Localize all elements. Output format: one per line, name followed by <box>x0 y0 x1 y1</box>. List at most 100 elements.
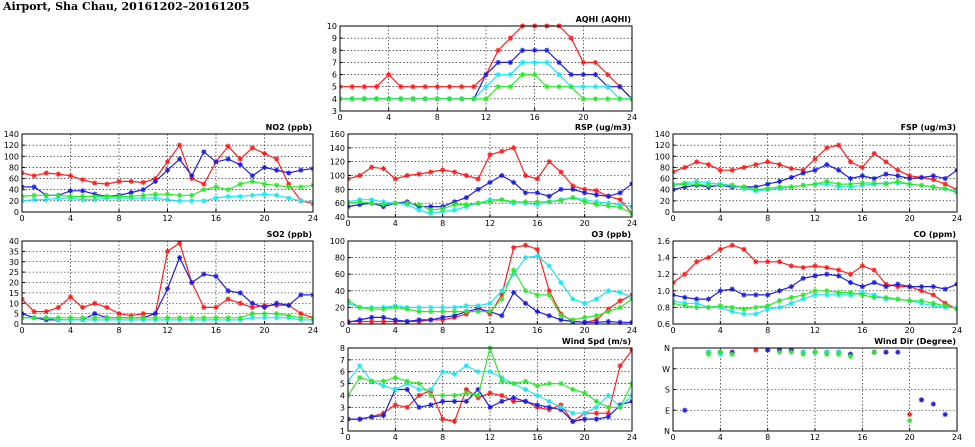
series-red-point <box>428 169 434 175</box>
series-green-point <box>682 181 688 187</box>
series-cyan-point <box>201 198 207 204</box>
series-green-point <box>380 306 387 312</box>
x-tick-label: 0 <box>19 214 24 223</box>
series-blue-point <box>605 318 611 325</box>
series-green-point <box>357 375 363 381</box>
series-cyan-point <box>380 383 387 389</box>
series-red-point <box>237 156 243 162</box>
series-cyan-point <box>582 410 588 416</box>
series-green-point <box>213 184 219 190</box>
series-green-point <box>546 380 552 387</box>
series-red-point <box>717 167 723 173</box>
series-green-point <box>392 304 398 310</box>
y-tick-label: 40 <box>335 213 345 222</box>
x-tick-label: 24 <box>627 433 637 442</box>
x-tick-label: 0 <box>337 113 342 122</box>
series-green-point <box>189 192 195 198</box>
series-red-point <box>694 259 700 265</box>
series-red-point <box>404 404 410 410</box>
series-blue-point <box>404 386 410 393</box>
series-red-point <box>80 177 86 183</box>
series-blue-point <box>918 284 925 290</box>
series-green-point <box>80 315 86 321</box>
series-red-point <box>67 294 74 300</box>
x-tick-label: 12 <box>810 214 820 223</box>
series-blue-point <box>544 47 550 53</box>
series-green-point <box>836 289 842 296</box>
series-cyan-point <box>451 371 458 377</box>
x-tick-label: 0 <box>670 326 675 335</box>
series-green-point <box>558 197 564 203</box>
plot-frame <box>21 133 314 213</box>
series-green-point <box>918 182 925 188</box>
series-green-point <box>534 383 540 389</box>
series-blue-point <box>605 193 611 199</box>
plot-area <box>22 240 313 323</box>
y-tick-label: 25 <box>9 268 19 277</box>
series-blue-point <box>475 186 481 192</box>
x-tick-label: 4 <box>68 214 73 223</box>
x-tick-label: 8 <box>116 214 121 223</box>
series-green-point <box>152 191 158 197</box>
series-blue-point <box>592 71 599 78</box>
series-green-point <box>605 96 611 102</box>
y-tick-label: 80 <box>660 163 670 172</box>
series-green-point <box>475 200 481 206</box>
series-green-point <box>558 313 564 319</box>
series-green-point <box>140 192 146 198</box>
series-red-point <box>487 390 493 396</box>
plot-area <box>340 23 632 102</box>
chart-title: NO2 (ppb) <box>266 123 312 132</box>
series-red-point <box>237 300 243 306</box>
series-blue-point <box>286 302 292 308</box>
series-green-point <box>380 378 387 384</box>
series-red-point <box>776 162 783 168</box>
x-tick-label: 20 <box>578 113 588 122</box>
series-green-point <box>80 193 86 199</box>
series-blue-point <box>629 181 632 187</box>
x-tick-label: 24 <box>952 326 962 335</box>
y-tick-label: 80 <box>335 254 345 263</box>
series-green-point <box>434 96 440 102</box>
series-green-point <box>463 308 469 315</box>
series-blue-point <box>859 173 865 179</box>
series-green-point <box>274 311 280 317</box>
plot-area <box>673 142 957 196</box>
series-blue-point <box>532 47 538 53</box>
series-blue-point <box>717 288 723 294</box>
series-green-point <box>428 207 434 213</box>
series-blue-point <box>177 255 183 261</box>
series-red-point <box>31 308 37 315</box>
series-green-point <box>580 96 586 102</box>
series-red-point <box>682 164 688 171</box>
plot-area <box>22 142 313 207</box>
series-red-point <box>741 164 747 171</box>
y-tick-label: 60 <box>9 175 19 184</box>
series-blue-point <box>883 284 889 290</box>
series-red-point <box>673 279 676 286</box>
series-red-point <box>398 84 404 90</box>
y-tick-label: 1 <box>340 427 345 436</box>
series-blue-point <box>451 398 458 404</box>
series-green-point <box>31 315 37 321</box>
x-tick-label: 24 <box>308 326 318 335</box>
series-green-point <box>225 315 231 321</box>
series-cyan-point <box>753 311 759 317</box>
x-tick-label: 24 <box>952 214 962 223</box>
series-green-point <box>605 404 611 410</box>
series-green-point <box>451 308 458 315</box>
plot-area <box>348 145 632 217</box>
series-green-point <box>43 192 49 198</box>
series-cyan-point <box>177 198 183 204</box>
plot-area <box>348 242 632 325</box>
series-green-point <box>546 199 552 205</box>
series-cyan-point <box>298 198 304 204</box>
x-tick-label: 24 <box>308 214 318 223</box>
x-tick-label: 24 <box>627 326 637 335</box>
series-cyan-point <box>570 296 576 302</box>
series-red-point <box>788 263 794 269</box>
series-red-point <box>487 152 493 158</box>
series-blue-point <box>729 286 735 292</box>
chart-panel-6: CO (ppm) 0 4 8 12 16 20 24 0.6 0.8 1.0 1.2 1.4 1.6 <box>657 230 962 335</box>
series-cyan-point <box>237 193 243 199</box>
